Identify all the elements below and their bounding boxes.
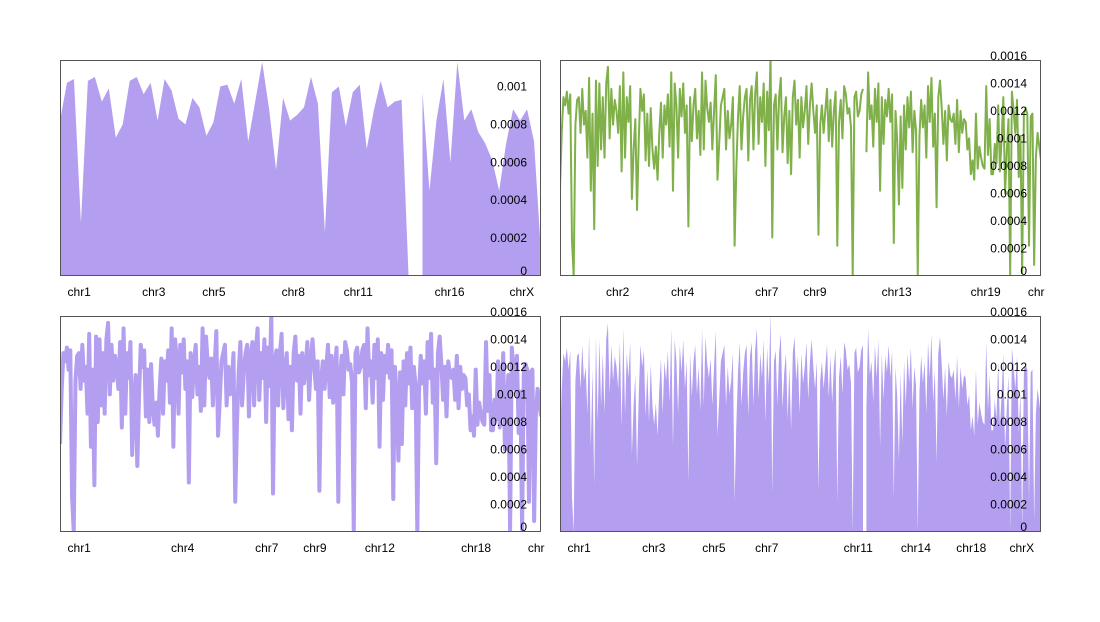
- plot-frame: [60, 316, 541, 532]
- x-tick-label: chr12: [365, 541, 395, 555]
- area-series-segment-2: [866, 328, 1041, 532]
- x-tick-label: chr3: [642, 541, 666, 555]
- y-tick-label: 0.001: [497, 80, 527, 94]
- area-series-segment-2: [422, 61, 541, 276]
- y-tick-label: 0.0004: [490, 470, 527, 484]
- x-tick-label: chr4: [171, 541, 195, 555]
- y-tick-label: 0.0006: [990, 187, 1027, 201]
- y-tick-label: 0.0012: [990, 360, 1027, 374]
- x-tick-label: chr1: [68, 541, 92, 555]
- y-tick-label: 0: [1020, 520, 1027, 534]
- y-tick-label: 0.0002: [990, 242, 1027, 256]
- x-tick-label: chr1: [568, 541, 592, 555]
- x-tick-label: chr: [1028, 285, 1045, 299]
- y-tick-label: 0.0004: [990, 214, 1027, 228]
- x-tick-label: chr13: [882, 285, 912, 299]
- y-tick-label: 0.0016: [490, 305, 527, 319]
- y-tick-label: 0.0016: [990, 49, 1027, 63]
- y-tick-label: 0: [520, 264, 527, 278]
- y-tick-label: 0.0006: [990, 443, 1027, 457]
- y-tick-label: 0.0016: [990, 305, 1027, 319]
- y-tick-label: 0.0002: [990, 498, 1027, 512]
- y-tick-label: 0.0014: [990, 332, 1027, 346]
- x-tick-label: chr9: [803, 285, 827, 299]
- y-tick-label: 0.0004: [490, 193, 527, 207]
- x-tick-label: chr5: [202, 285, 226, 299]
- x-tick-label: chr16: [435, 285, 465, 299]
- x-tick-label: chr11: [344, 285, 373, 299]
- y-tick-label: 0.0008: [990, 415, 1027, 429]
- x-tick-label: chr11: [844, 541, 873, 555]
- y-tick-label: 0.0002: [490, 498, 527, 512]
- plot-frame: [560, 316, 1041, 532]
- x-tick-label: chr8: [282, 285, 306, 299]
- x-tick-label: chr14: [901, 541, 931, 555]
- line-series-segment-2: [865, 71, 1041, 276]
- x-tick-label: chr7: [255, 541, 279, 555]
- x-tick-label: chr18: [461, 541, 491, 555]
- chart-panel-2: 0 0.0002 0.0004 0.0006 0.0008 0.001 0.0012 0.00…: [560, 49, 1045, 299]
- y-tick-label: 0.001: [997, 387, 1027, 401]
- y-tick-label: 0: [1020, 264, 1027, 278]
- x-tick-label: chr1: [68, 285, 92, 299]
- x-tick-label: chr4: [671, 285, 695, 299]
- chart-panel-4: 0 0.0002 0.0004 0.0006 0.0008 0.001 0.0012 0.00…: [560, 305, 1041, 555]
- x-tick-label: chrX: [1009, 541, 1034, 555]
- y-tick-label: 0.0006: [490, 155, 527, 169]
- y-tick-label: 0.0006: [490, 443, 527, 457]
- chart-panel-3: 0 0.0002 0.0004 0.0006 0.0008 0.001 0.0012 0.00…: [60, 305, 545, 555]
- x-tick-label: chrX: [509, 285, 534, 299]
- plot-frame: [60, 60, 541, 276]
- plot-frame: [560, 60, 1041, 276]
- x-tick-label: chr7: [755, 541, 779, 555]
- line-series-segment-1: [60, 316, 541, 532]
- y-tick-label: 0.0014: [990, 76, 1027, 90]
- y-tick-label: 0.001: [497, 387, 527, 401]
- y-tick-label: 0: [520, 520, 527, 534]
- x-tick-label: chr3: [142, 285, 166, 299]
- line-series-segment-1: [560, 60, 864, 276]
- y-tick-label: 0.0014: [490, 332, 527, 346]
- chart-panel-1: 0 0.0002 0.0004 0.0006 0.0008 0.001 chr1 chr3 ch…: [60, 60, 541, 299]
- area-series-segment-1: [560, 316, 863, 532]
- area-series-segment-1: [60, 61, 409, 276]
- y-tick-label: 0.0008: [490, 117, 527, 131]
- x-tick-label: chr2: [606, 285, 630, 299]
- y-tick-label: 0.0008: [490, 415, 527, 429]
- x-tick-label: chr18: [956, 541, 986, 555]
- x-tick-label: chr7: [755, 285, 779, 299]
- y-tick-label: 0.0002: [490, 231, 527, 245]
- x-tick-label: chr9: [303, 541, 327, 555]
- y-tick-label: 0.001: [997, 131, 1027, 145]
- y-tick-label: 0.0012: [490, 360, 527, 374]
- x-tick-label: chr: [528, 541, 545, 555]
- y-tick-label: 0.0004: [990, 470, 1027, 484]
- y-tick-label: 0.0008: [990, 159, 1027, 173]
- y-tick-label: 0.0012: [990, 104, 1027, 118]
- x-tick-label: chr5: [702, 541, 726, 555]
- x-tick-label: chr19: [971, 285, 1001, 299]
